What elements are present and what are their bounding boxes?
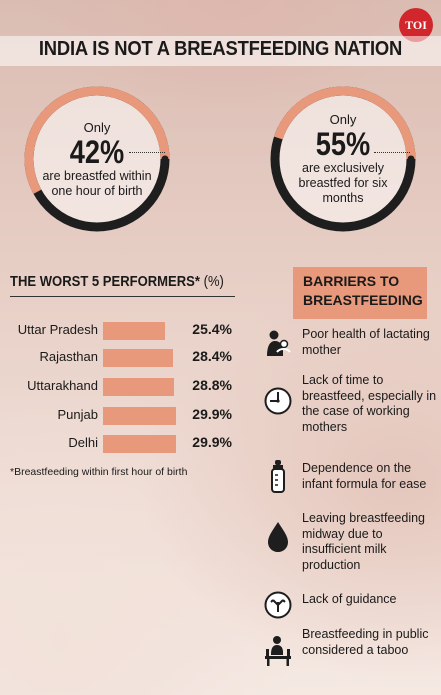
performer-row: Delhi 29.9% xyxy=(10,433,235,455)
leader-line xyxy=(374,152,410,153)
barrier-text: Poor health of lactating mother xyxy=(302,327,430,357)
state-name: Delhi xyxy=(68,435,98,450)
stat-only: Only xyxy=(83,119,111,135)
mother-child-icon xyxy=(262,327,294,359)
state-name: Uttarakhand xyxy=(27,378,98,393)
performer-value: 29.9% xyxy=(192,434,232,450)
stat-only: Only xyxy=(329,112,357,127)
drop-icon xyxy=(262,521,294,553)
performers-unit: (%) xyxy=(203,274,224,290)
stat-ring-2: Only 55% are exclusively breastfed for s… xyxy=(268,84,418,234)
barriers-title: BARRIERS TO BREASTFEEDING xyxy=(303,272,423,310)
state-name: Uttar Pradesh xyxy=(17,322,98,337)
performer-row: Punjab 29.9% xyxy=(10,405,235,427)
stat-text: Only 55% are exclusively breastfed for s… xyxy=(268,84,418,234)
barriers-title-line2: BREASTFEEDING xyxy=(303,292,423,308)
leader-line xyxy=(129,152,165,153)
divider xyxy=(10,296,235,297)
performer-bar xyxy=(103,349,173,367)
performer-value: 28.8% xyxy=(192,377,232,393)
ring-arc-accent xyxy=(24,86,170,194)
barrier-text: Lack of guidance xyxy=(302,592,397,606)
performer-value: 25.4% xyxy=(192,321,232,337)
stat-percent: 55% xyxy=(315,126,371,162)
stat-caption: are exclusively breastfed for six months xyxy=(298,161,388,205)
performer-row: Uttar Pradesh 25.4% xyxy=(10,320,235,342)
page-title: INDIA IS NOT A BREASTFEEDING NATION xyxy=(38,38,403,60)
barrier-text: Breastfeeding in public considered a tab… xyxy=(302,627,429,657)
ring-arc-accent xyxy=(274,86,416,160)
ring-graphic xyxy=(270,86,416,232)
performer-value: 29.9% xyxy=(192,406,232,422)
performers-title: THE WORST 5 PERFORMERS* (%) xyxy=(10,274,224,290)
clock-icon xyxy=(262,385,294,417)
public-bench-icon xyxy=(262,635,294,667)
state-name: Rajasthan xyxy=(39,349,98,364)
barrier-text: Dependence on the infant formula for eas… xyxy=(302,461,427,491)
performer-row: Uttarakhand 28.8% xyxy=(10,376,235,398)
barriers-title-box xyxy=(293,267,427,319)
performer-bar xyxy=(103,378,174,396)
barrier-text: Lack of time to breastfeed, especially i… xyxy=(302,373,437,434)
stat-percent: 42% xyxy=(69,133,125,170)
ring-dot xyxy=(161,155,169,163)
state-name: Punjab xyxy=(57,407,98,422)
headline-band xyxy=(0,36,441,66)
footnote: *Breastfeeding within first hour of birt… xyxy=(10,466,188,478)
guidance-icon xyxy=(262,589,294,621)
baby-bottle-icon xyxy=(262,460,294,493)
performer-bar xyxy=(103,407,177,425)
stat-text: Only 42% are breastfed within one hour o… xyxy=(22,84,172,234)
ring-graphic xyxy=(24,86,170,232)
barrier-text: Leaving breastfeeding midway due to insu… xyxy=(302,511,426,572)
ring-dot xyxy=(407,155,415,163)
stat-ring-1: Only 42% are breastfed within one hour o… xyxy=(22,84,172,234)
performer-bar xyxy=(103,322,166,340)
stat-caption: are breastfed within one hour of birth xyxy=(42,168,152,198)
performers-title-text: THE WORST 5 PERFORMERS* xyxy=(10,274,200,290)
performer-value: 28.4% xyxy=(192,348,232,364)
barriers-title-line1: BARRIERS TO xyxy=(303,273,400,289)
performer-bar xyxy=(103,435,177,453)
performer-row: Rajasthan 28.4% xyxy=(10,347,235,369)
